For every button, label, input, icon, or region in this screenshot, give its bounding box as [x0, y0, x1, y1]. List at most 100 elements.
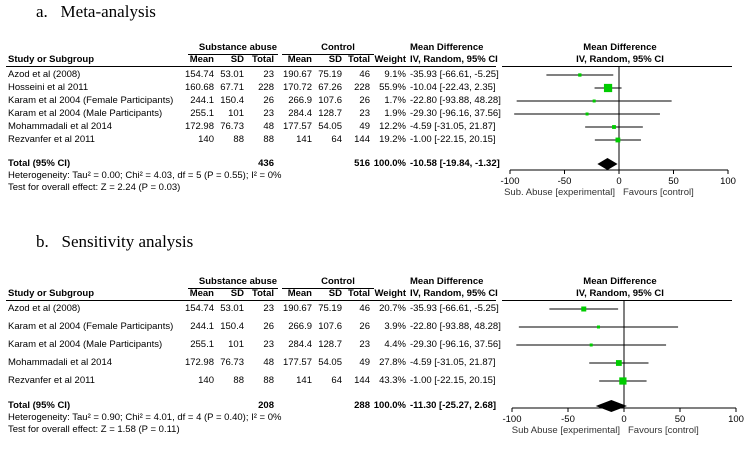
study-mean1: 172.98	[184, 121, 214, 132]
study-n1: 23	[263, 108, 274, 119]
study-mean2: 170.72	[282, 82, 312, 93]
study-mean2: 177.57	[282, 121, 312, 132]
study-mean2: 177.57	[282, 357, 312, 368]
total-ci: -11.30 [-25.27, 2.68]	[410, 400, 497, 411]
forest-panel-sensitivity-analysis: b. Sensitivity analysis Substance abuse C…	[0, 232, 752, 466]
header-rule	[6, 66, 496, 67]
total-weight: 100.0%	[373, 158, 406, 169]
study-n2: 144	[354, 375, 370, 386]
study-weight: 9.1%	[384, 69, 406, 80]
study-n2: 228	[354, 82, 370, 93]
x-tick-label: 100	[728, 414, 744, 425]
x-tick-label: -100	[502, 414, 521, 425]
study-name: Mohammadali et al 2014	[8, 121, 113, 132]
study-mean1: 160.68	[184, 82, 214, 93]
study-mean1: 154.74	[184, 303, 214, 314]
forest-panel-meta-analysis: a. Meta-analysis Substance abuse Control M…	[0, 0, 752, 230]
study-name: Rezvanfer et al 2011	[8, 375, 95, 386]
col-header-mean1: Mean	[189, 54, 214, 65]
study-weight: 27.8%	[379, 357, 406, 368]
heterogeneity-stat: Heterogeneity: Tau² = 0.90; Chi² = 4.01,…	[8, 412, 282, 423]
effect-marker	[581, 306, 587, 312]
study-sd2: 107.6	[318, 95, 342, 106]
study-n1: 23	[263, 303, 274, 314]
group1-header: Substance abuse	[198, 276, 278, 287]
study-n2: 26	[359, 321, 370, 332]
study-mean1: 244.1	[190, 95, 214, 106]
study-weight: 3.9%	[384, 321, 406, 332]
study-sd1: 88	[233, 375, 244, 386]
study-sd2: 128.7	[318, 339, 342, 350]
header-rule-plot	[502, 300, 732, 301]
study-mean2: 266.9	[288, 95, 312, 106]
study-mean1: 140	[198, 134, 214, 145]
col-header-mean2: Mean	[287, 54, 312, 65]
x-tick-label: 0	[621, 414, 626, 425]
col-header-sd1: SD	[230, 54, 244, 65]
study-n1: 48	[263, 357, 274, 368]
study-n1: 228	[258, 82, 274, 93]
study-mean2: 190.67	[282, 303, 312, 314]
study-name: Azod et al (2008)	[8, 303, 81, 314]
study-n2: 46	[359, 69, 370, 80]
study-ci: -4.59 [-31.05, 21.87]	[410, 121, 496, 132]
study-n2: 23	[359, 108, 370, 119]
study-ci: -1.00 [-22.15, 20.15]	[410, 134, 496, 145]
x-tick-label: 100	[720, 176, 736, 187]
total-n1: 436	[258, 158, 274, 169]
axis-right-label: Favours [control]	[628, 425, 699, 436]
col-header-weight: Weight	[374, 54, 407, 65]
study-sd1: 150.4	[220, 321, 244, 332]
axis-right-label: Favours [control]	[623, 187, 694, 198]
md-header: Mean Difference	[410, 42, 484, 53]
study-mean2: 266.9	[288, 321, 312, 332]
effect-marker	[585, 112, 589, 116]
plot-header: Mean Difference	[583, 276, 657, 287]
study-n1: 23	[263, 339, 274, 350]
panel-title: b. Sensitivity analysis	[36, 232, 194, 251]
group2-header: Control	[321, 276, 355, 287]
col-header-ci: IV, Random, 95% CI	[410, 54, 498, 65]
study-weight: 20.7%	[379, 303, 406, 314]
group2-header: Control	[321, 42, 355, 53]
group1-underline	[188, 288, 278, 289]
group1-header: Substance abuse	[198, 42, 278, 53]
study-name: Karam et al 2004 (Male Participants)	[8, 339, 163, 350]
study-ci: -29.30 [-96.16, 37.56]	[410, 339, 501, 350]
effect-marker	[619, 377, 627, 385]
study-sd1: 101	[228, 339, 244, 350]
x-tick-label: 50	[668, 176, 679, 187]
study-mean1: 140	[198, 375, 214, 386]
group1-underline	[188, 54, 278, 55]
col-header-sd1: SD	[230, 288, 244, 299]
study-weight: 19.2%	[379, 134, 406, 145]
panel-title: a. Meta-analysis	[36, 2, 156, 21]
overall-effect-stat: Test for overall effect: Z = 2.24 (P = 0…	[8, 182, 181, 193]
effect-marker	[615, 360, 622, 366]
study-n2: 144	[354, 134, 370, 145]
pooled-diamond	[597, 158, 618, 170]
effect-marker	[615, 137, 621, 143]
study-ci: -10.04 [-22.43, 2.35]	[410, 82, 496, 93]
study-ci: -22.80 [-93.88, 48.28]	[410, 95, 501, 106]
group2-underline	[282, 288, 374, 289]
study-name: Karam et al 2004 (Female Participants)	[8, 321, 174, 332]
x-tick-label: 0	[616, 176, 621, 187]
group2-underline	[282, 54, 374, 55]
study-n2: 23	[359, 339, 370, 350]
overall-effect-stat: Test for overall effect: Z = 1.58 (P = 0…	[8, 424, 180, 435]
study-sd1: 76.73	[220, 357, 244, 368]
study-sd1: 150.4	[220, 95, 244, 106]
heterogeneity-stat: Heterogeneity: Tau² = 0.00; Chi² = 4.03,…	[8, 170, 282, 181]
col-header-sd2: SD	[328, 288, 342, 299]
x-tick-label: -50	[558, 176, 572, 187]
study-weight: 43.3%	[379, 375, 406, 386]
col-header-sd2: SD	[328, 54, 342, 65]
study-ci: -35.93 [-66.61, -5.25]	[410, 69, 499, 80]
study-n1: 88	[263, 375, 274, 386]
study-mean2: 284.4	[288, 108, 312, 119]
x-tick-label: 50	[675, 414, 686, 425]
study-weight: 1.7%	[384, 95, 406, 106]
study-n1: 88	[263, 134, 274, 145]
study-ci: -29.30 [-96.16, 37.56]	[410, 108, 501, 119]
